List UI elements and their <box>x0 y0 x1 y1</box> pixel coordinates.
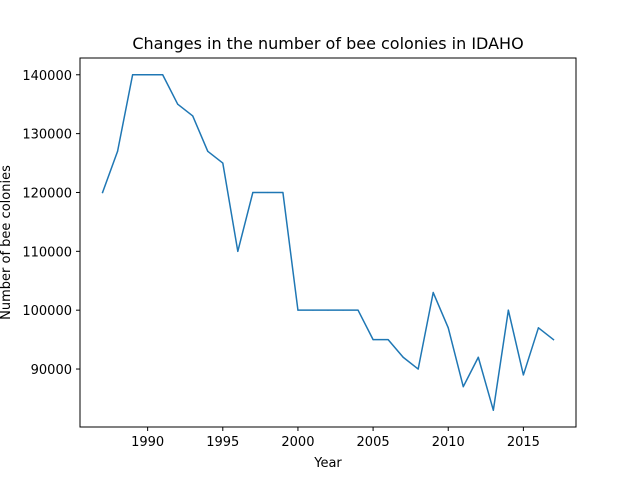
plot-frame <box>79 57 577 428</box>
data-point <box>357 309 359 311</box>
x-tick-label: 1995 <box>206 435 239 450</box>
data-point <box>177 103 179 105</box>
data-point <box>267 191 269 194</box>
data-point <box>207 150 209 152</box>
series-line <box>101 74 555 411</box>
data-point <box>132 74 134 76</box>
x-tick-label: 2000 <box>281 435 314 450</box>
y-tick-label: 120000 <box>22 186 72 201</box>
data-point <box>507 309 509 311</box>
data-point <box>537 327 540 329</box>
x-tick-label: 2015 <box>507 435 540 450</box>
x-axis-label: Year <box>313 456 342 471</box>
y-tick-label: 90000 <box>31 363 72 378</box>
data-point <box>462 386 464 388</box>
data-point <box>372 339 374 341</box>
data-point <box>297 309 299 311</box>
data-point <box>552 339 555 341</box>
x-tick-label: 2010 <box>432 435 465 450</box>
x-tick-label: 1990 <box>131 435 164 450</box>
data-point <box>342 309 344 311</box>
data-point <box>116 150 119 152</box>
data-point <box>492 409 494 411</box>
data-point <box>522 374 524 376</box>
data-point <box>447 327 449 329</box>
data-point <box>402 356 404 358</box>
data-point <box>252 191 254 194</box>
data-point <box>162 74 164 76</box>
data-point <box>387 339 389 341</box>
data-point <box>417 368 419 370</box>
data-point <box>147 74 149 76</box>
y-tick-label: 140000 <box>22 69 72 84</box>
y-tick-label: 130000 <box>22 128 72 143</box>
data-point <box>327 309 329 311</box>
y-tick-label: 110000 <box>22 245 72 260</box>
data-point <box>477 356 479 358</box>
data-point <box>222 162 224 164</box>
data-point <box>432 291 434 294</box>
y-tick-label: 100000 <box>22 304 72 319</box>
y-axis-label: Number of bee colonies <box>0 165 14 320</box>
data-point <box>101 191 104 194</box>
data-point <box>282 191 284 194</box>
data-point <box>312 309 314 311</box>
x-tick-label: 2005 <box>357 435 390 450</box>
chart-title: Changes in the number of bee colonies in… <box>132 34 523 53</box>
data-point <box>192 115 194 117</box>
data-point <box>237 250 239 252</box>
